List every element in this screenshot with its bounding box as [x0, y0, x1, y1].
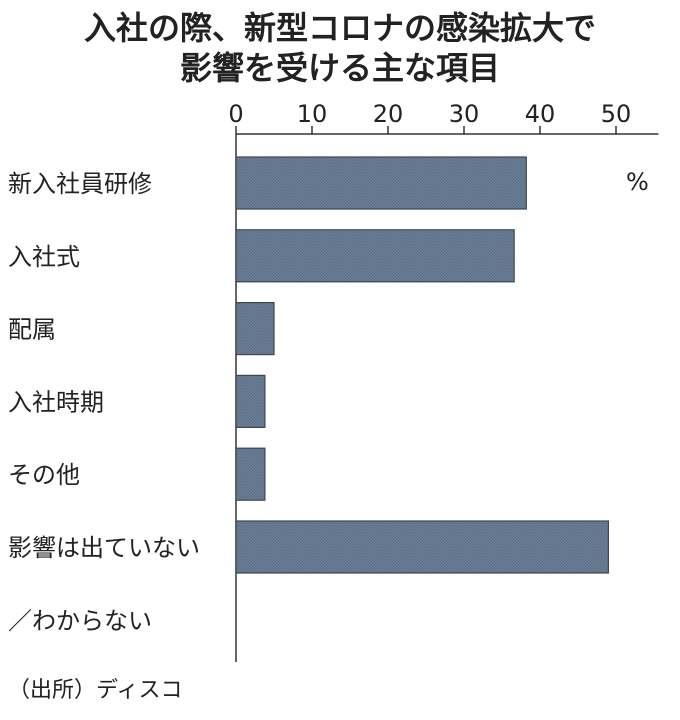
category-label: 入社式 — [8, 243, 80, 271]
unit-label: % — [626, 168, 649, 196]
x-tick-label: 50 — [601, 100, 632, 128]
bar-3 — [235, 374, 266, 428]
category-label: ／わからない — [8, 607, 152, 635]
chart-title-line-2: 影響を受ける主な項目 — [179, 49, 500, 87]
bars — [235, 156, 609, 574]
category-label: 新入社員研修 — [8, 170, 152, 198]
bar-4 — [235, 447, 266, 501]
x-tick-label: 10 — [297, 100, 328, 128]
x-tick-label: 40 — [525, 100, 556, 128]
source-note: （出所）ディスコ — [8, 678, 183, 703]
chart-title-line-1: 入社の際、新型コロナの感染拡大で — [83, 9, 596, 47]
bar-0 — [235, 156, 527, 210]
category-label: 入社時期 — [8, 388, 104, 416]
bar-2 — [235, 302, 275, 356]
category-label: 影響は出ていない — [8, 534, 200, 562]
bar-1 — [235, 229, 515, 283]
x-tick-label: 30 — [449, 100, 480, 128]
chart-title: 入社の際、新型コロナの感染拡大で 影響を受ける主な項目 — [0, 8, 680, 88]
bar-5 — [235, 520, 609, 574]
category-label: 配属 — [8, 316, 56, 344]
x-tick-label: 20 — [373, 100, 404, 128]
x-axis: 0 10 20 30 40 50 — [228, 100, 659, 662]
x-tick-label: 0 — [228, 100, 243, 128]
category-label: その他 — [8, 461, 80, 489]
